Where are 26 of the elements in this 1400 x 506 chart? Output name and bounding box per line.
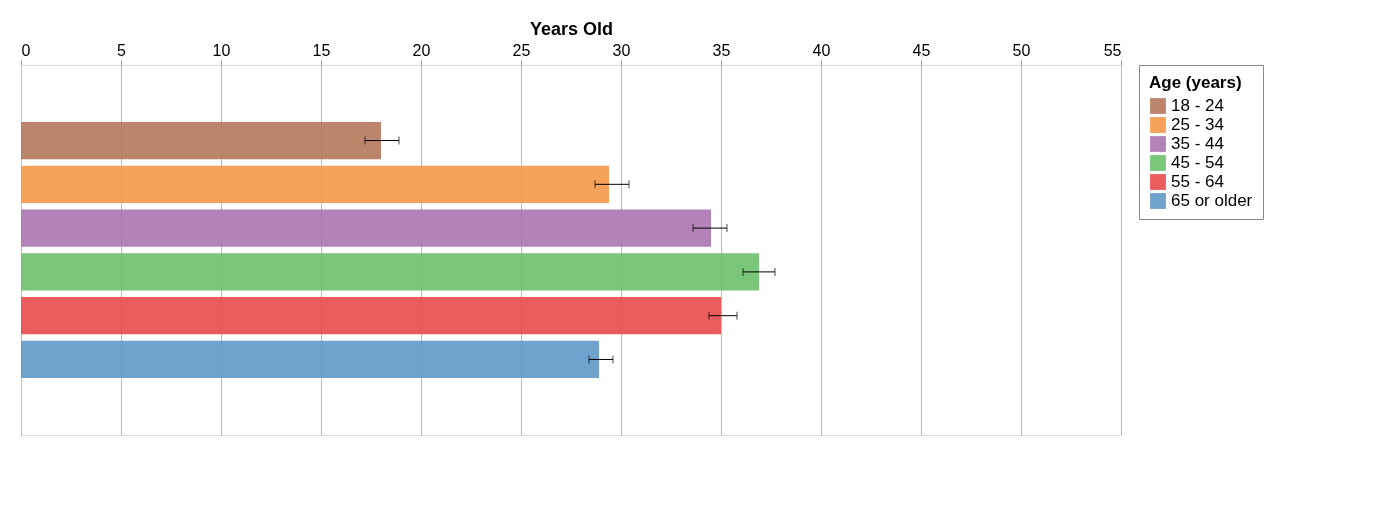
bar [21, 121, 381, 160]
legend-title: Age (years) [1149, 73, 1242, 92]
bar [21, 165, 609, 203]
legend-label: 55 - 64 [1171, 172, 1224, 191]
bar [21, 340, 599, 379]
legend-label: 65 or older [1171, 191, 1253, 210]
x-tick-label: 20 [412, 41, 431, 59]
bar [21, 297, 721, 335]
legend-label: 35 - 44 [1171, 134, 1224, 153]
x-tick-label: 50 [1012, 41, 1031, 59]
x-tick-label: 55 [1103, 41, 1122, 59]
x-tick-label: 40 [812, 41, 831, 59]
x-tick-label: 35 [712, 41, 731, 59]
x-tick-label: 30 [612, 41, 631, 59]
legend-label: 18 - 24 [1171, 96, 1224, 115]
legend-label: 25 - 34 [1171, 115, 1224, 134]
bar [21, 209, 711, 247]
x-tick-label: 5 [117, 41, 127, 59]
x-tick-label: 0 [21, 41, 31, 59]
x-tick-label: 10 [212, 41, 231, 59]
x-axis-title: Years Old [529, 18, 614, 39]
x-tick-label: 45 [912, 41, 931, 59]
x-tick-label: 15 [312, 41, 331, 59]
bar [21, 253, 759, 291]
legend-label: 45 - 54 [1171, 153, 1224, 172]
x-tick-label: 25 [512, 41, 531, 59]
